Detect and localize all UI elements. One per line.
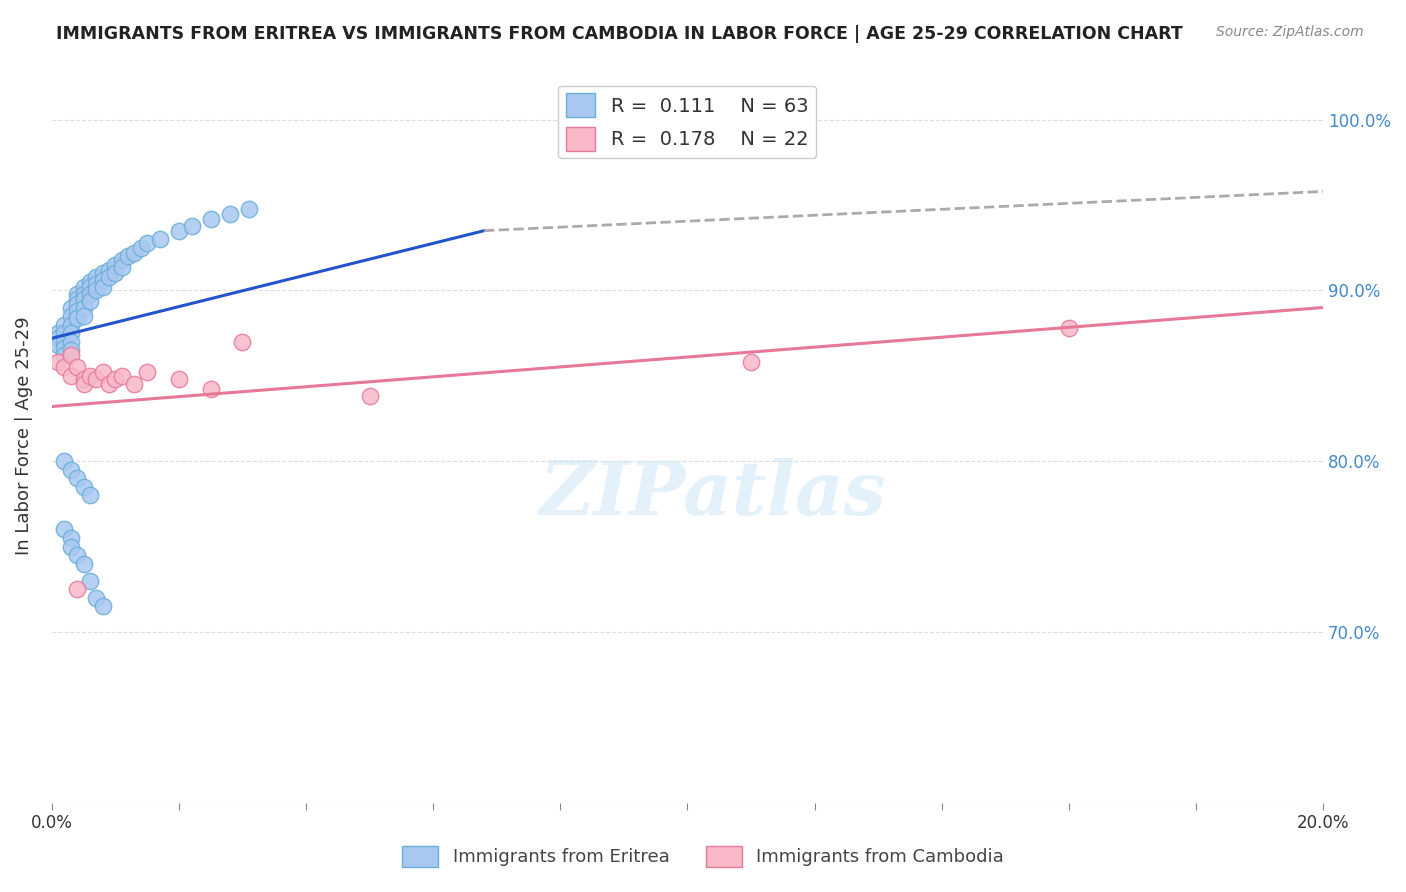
- Point: [79, 280, 101, 294]
- Point: [91, 266, 114, 280]
- Point: [59, 334, 82, 349]
- Point: [53, 318, 76, 332]
- Point: [66, 471, 89, 485]
- Point: [66, 297, 89, 311]
- Point: [111, 368, 134, 383]
- Point: [167, 372, 190, 386]
- Point: [104, 266, 127, 280]
- Point: [59, 301, 82, 315]
- Point: [59, 318, 82, 332]
- Point: [84, 591, 107, 605]
- Point: [91, 280, 114, 294]
- Point: [84, 284, 107, 298]
- Y-axis label: In Labor Force | Age 25-29: In Labor Force | Age 25-29: [15, 317, 32, 555]
- Point: [53, 326, 76, 340]
- Point: [59, 309, 82, 323]
- Point: [97, 377, 120, 392]
- Point: [238, 202, 260, 216]
- Point: [72, 557, 94, 571]
- Legend: Immigrants from Eritrea, Immigrants from Cambodia: Immigrants from Eritrea, Immigrants from…: [395, 838, 1011, 874]
- Point: [91, 365, 114, 379]
- Point: [149, 232, 172, 246]
- Point: [66, 548, 89, 562]
- Legend: R =  0.111    N = 63, R =  0.178    N = 22: R = 0.111 N = 63, R = 0.178 N = 22: [558, 86, 817, 158]
- Point: [91, 273, 114, 287]
- Point: [200, 383, 222, 397]
- Point: [59, 540, 82, 554]
- Point: [53, 342, 76, 356]
- Point: [72, 480, 94, 494]
- Point: [72, 309, 94, 323]
- Point: [117, 249, 139, 263]
- Point: [66, 292, 89, 306]
- Point: [231, 334, 253, 349]
- Point: [79, 488, 101, 502]
- Point: [46, 338, 69, 352]
- Point: [97, 269, 120, 284]
- Point: [359, 389, 381, 403]
- Point: [59, 531, 82, 545]
- Point: [72, 292, 94, 306]
- Point: [218, 206, 240, 220]
- Point: [59, 348, 82, 362]
- Point: [129, 241, 152, 255]
- Point: [72, 301, 94, 315]
- Point: [46, 355, 69, 369]
- Text: IMMIGRANTS FROM ERITREA VS IMMIGRANTS FROM CAMBODIA IN LABOR FORCE | AGE 25-29 C: IMMIGRANTS FROM ERITREA VS IMMIGRANTS FR…: [56, 25, 1182, 43]
- Point: [124, 246, 146, 260]
- Point: [124, 377, 146, 392]
- Point: [72, 280, 94, 294]
- Point: [72, 377, 94, 392]
- Point: [79, 293, 101, 308]
- Point: [91, 599, 114, 614]
- Point: [111, 260, 134, 274]
- Point: [84, 277, 107, 291]
- Point: [59, 326, 82, 340]
- Point: [740, 355, 762, 369]
- Point: [104, 258, 127, 272]
- Text: ZIPatlas: ZIPatlas: [540, 458, 886, 531]
- Point: [136, 235, 159, 250]
- Text: Source: ZipAtlas.com: Source: ZipAtlas.com: [1216, 25, 1364, 39]
- Point: [72, 286, 94, 301]
- Point: [79, 275, 101, 289]
- Point: [167, 224, 190, 238]
- Point: [66, 310, 89, 325]
- Point: [46, 326, 69, 340]
- Point: [66, 286, 89, 301]
- Point: [84, 372, 107, 386]
- Point: [79, 574, 101, 588]
- Point: [97, 263, 120, 277]
- Point: [59, 343, 82, 358]
- Point: [72, 372, 94, 386]
- Point: [53, 523, 76, 537]
- Point: [180, 219, 202, 233]
- Point: [59, 463, 82, 477]
- Point: [79, 286, 101, 301]
- Point: [66, 304, 89, 318]
- Point: [84, 269, 107, 284]
- Point: [59, 368, 82, 383]
- Point: [46, 331, 69, 345]
- Point: [136, 365, 159, 379]
- Point: [104, 372, 127, 386]
- Point: [1057, 321, 1080, 335]
- Point: [200, 211, 222, 226]
- Point: [53, 334, 76, 349]
- Point: [79, 368, 101, 383]
- Point: [66, 582, 89, 597]
- Point: [111, 252, 134, 267]
- Point: [53, 360, 76, 375]
- Point: [66, 360, 89, 375]
- Point: [53, 348, 76, 362]
- Point: [53, 454, 76, 468]
